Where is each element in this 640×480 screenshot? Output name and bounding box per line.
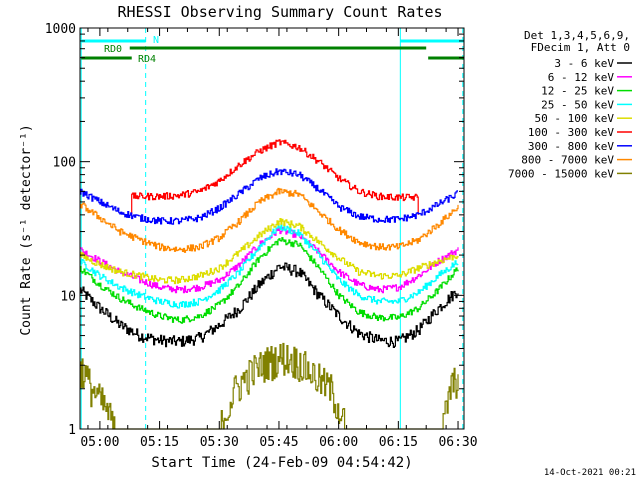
footer-date: 14-Oct-2021 00:21 xyxy=(544,468,636,478)
legend-label: 800 - 7000 keV xyxy=(521,154,614,167)
x-tick-label-1: 05:00 xyxy=(80,435,119,450)
flag-label-rd0: RD0 xyxy=(104,44,122,55)
series-25-50-kev xyxy=(80,223,459,309)
x-tick-label-3: 05:30 xyxy=(200,435,239,450)
legend-label: 50 - 100 keV xyxy=(535,112,615,125)
legend-item-6: 100 - 300 keV xyxy=(528,126,632,139)
series-50-100-kev xyxy=(80,218,459,285)
legend: Det 1,3,4,5,6,9, FDecim 1, Att 0 3 - 6 k… xyxy=(508,29,632,180)
legend-item-1: 3 - 6 keV xyxy=(554,57,632,70)
series-100-300-kev xyxy=(131,139,419,215)
legend-item-7: 300 - 800 keV xyxy=(528,140,632,153)
legend-header-line-1: Det 1,3,4,5,6,9, xyxy=(524,29,630,42)
legend-item-5: 50 - 100 keV xyxy=(535,112,632,125)
y-tick-label-1: 1 xyxy=(68,423,76,438)
legend-label: 100 - 300 keV xyxy=(528,126,614,139)
legend-label: 12 - 25 keV xyxy=(541,85,614,98)
x-tick-label-6: 06:15 xyxy=(379,435,418,450)
x-axis: 05:00 05:15 05:30 05:45 06:00 06:15 06:30 xyxy=(80,28,478,450)
y-tick-label-3: 100 xyxy=(53,156,76,171)
plot-frame xyxy=(79,27,465,430)
series-300-800-kev xyxy=(80,168,458,225)
legend-header-line-2: FDecim 1, Att 0 xyxy=(531,41,630,54)
y-axis: 1 10 100 1000 xyxy=(45,22,464,438)
flag-bar-rd0: RD0 xyxy=(104,44,427,55)
series-12-25-kev xyxy=(80,237,459,324)
series-3-6-kev xyxy=(80,262,459,348)
legend-item-2: 6 - 12 keV xyxy=(548,71,632,84)
x-tick-label-4: 05:45 xyxy=(259,435,298,450)
chart-title: RHESSI Observing Summary Count Rates xyxy=(117,3,442,21)
series-800-7000-kev xyxy=(80,187,459,253)
legend-label: 6 - 12 keV xyxy=(548,71,615,84)
flag-label-rd4: RD4 xyxy=(138,54,156,65)
x-tick-label-5: 06:00 xyxy=(319,435,358,450)
x-tick-label-7: 06:30 xyxy=(438,435,477,450)
x-axis-label: Start Time (24-Feb-09 04:54:42) xyxy=(151,455,412,471)
legend-item-9: 7000 - 15000 keV xyxy=(508,167,632,180)
flag-label-n: N xyxy=(153,35,159,46)
legend-item-4: 25 - 50 keV xyxy=(541,98,632,111)
legend-item-8: 800 - 7000 keV xyxy=(521,154,632,167)
flag-bar-n: N xyxy=(81,35,464,46)
legend-label: 25 - 50 keV xyxy=(541,98,614,111)
legend-label: 3 - 6 keV xyxy=(554,57,614,70)
y-tick-label-2: 10 xyxy=(60,289,76,304)
y-axis-label: Count Rate (s⁻¹ detector⁻¹) xyxy=(19,124,34,335)
legend-label: 300 - 800 keV xyxy=(528,140,614,153)
x-tick-label-2: 05:15 xyxy=(140,435,179,450)
y-tick-label-4: 1000 xyxy=(45,22,76,37)
flag-bar-rd4: RD4 xyxy=(81,54,464,65)
legend-item-3: 12 - 25 keV xyxy=(541,85,632,98)
legend-label: 7000 - 15000 keV xyxy=(508,167,614,180)
